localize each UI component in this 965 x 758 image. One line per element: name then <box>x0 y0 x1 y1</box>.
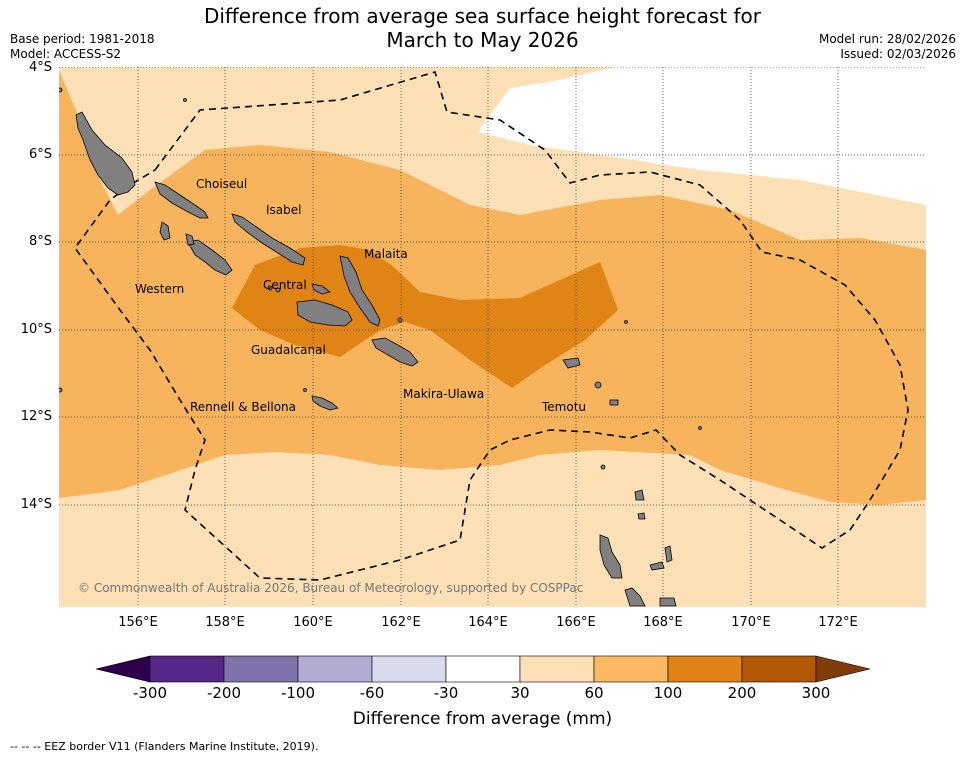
eez-border <box>74 71 909 581</box>
colorbar-tick: -60 <box>359 684 385 702</box>
island-makira <box>371 337 419 367</box>
label-rennell-bellona: Rennell & Bellona <box>190 400 296 414</box>
contour-60-100 <box>59 70 926 505</box>
colorbar-tick: -100 <box>280 684 316 702</box>
lon-label-162e: 162°E <box>381 615 421 630</box>
title-line-2: March to May 2026 <box>386 28 579 52</box>
label-western: Western <box>135 282 184 296</box>
island-choiseul <box>154 181 209 219</box>
colorbar-bin-8 <box>667 655 743 683</box>
lon-label-172e: 172°E <box>818 615 858 630</box>
title-line-1: Difference from average sea surface heig… <box>203 4 762 28</box>
island-vanuatu-3 <box>649 561 665 571</box>
lat-label-6s: 6°S <box>28 147 52 162</box>
lon-label-160e: 160°E <box>293 615 333 630</box>
label-guadalcanal: Guadalcanal <box>251 343 326 357</box>
colorbar-tick: -300 <box>132 684 168 702</box>
colorbar-tick: 30 <box>510 684 530 702</box>
label-choiseul: Choiseul <box>196 177 247 191</box>
colorbar-tick: 300 <box>801 684 831 702</box>
eez-footnote: -- -- -- EEZ border V11 (Flanders Marine… <box>10 740 319 753</box>
model-run: Model run: 28/02/2026 <box>818 32 956 46</box>
lon-label-164e: 164°E <box>468 615 508 630</box>
island-vella <box>159 221 171 241</box>
island-vanuatu-4 <box>664 545 673 563</box>
colorbar-bin-7 <box>593 655 669 683</box>
land-masses <box>59 87 702 607</box>
island-isabel <box>231 213 306 266</box>
colorbar-tick: -200 <box>206 684 242 702</box>
colorbar-bin-6 <box>519 655 595 683</box>
colorbar-tick: 200 <box>727 684 757 702</box>
label-temotu: Temotu <box>541 400 586 414</box>
island-vanuatu-2 <box>624 587 646 607</box>
island-new-georgia <box>187 239 233 276</box>
island-vanuatu-5 <box>659 597 677 607</box>
lon-label-156e: 156°E <box>118 615 158 630</box>
island-temotu-1 <box>562 357 581 369</box>
graticule <box>59 67 926 607</box>
island-vanuatu-7 <box>637 512 646 520</box>
map-copyright: © Commonwealth of Australia 2026, Bureau… <box>78 581 583 595</box>
colorbar-label: Difference from average (mm) <box>352 709 613 729</box>
lon-label-166e: 166°E <box>556 615 596 630</box>
meta-right: Model run: 28/02/2026 Issued: 02/03/2026 <box>819 32 956 62</box>
label-malaita: Malaita <box>364 247 408 261</box>
island-rennell <box>311 395 339 411</box>
island-guadalcanal <box>296 299 353 327</box>
issued-date: Issued: 02/03/2026 <box>840 47 956 61</box>
province-labels: Choiseul Isabel Malaita Western Central … <box>135 177 586 414</box>
colorbar-bin-2 <box>223 655 299 683</box>
lat-label-4s: 4°S <box>28 60 52 75</box>
lat-label-12s: 12°S <box>20 409 52 424</box>
lon-label-170e: 170°E <box>731 615 771 630</box>
base-period: Base period: 1981-2018 <box>10 32 155 46</box>
lat-label-14s: 14°S <box>20 497 52 512</box>
colorbar <box>95 655 871 683</box>
island-vanuatu-1 <box>599 534 623 579</box>
label-makira-ulawa: Makira-Ulawa <box>403 387 484 401</box>
meta-left: Base period: 1981-2018 Model: ACCESS-S2 <box>10 32 155 62</box>
colorbar-bin-3 <box>297 655 373 683</box>
colorbar-bin-1 <box>149 655 225 683</box>
island-temotu-2 <box>609 399 619 406</box>
island-vanuatu-6 <box>634 489 645 501</box>
colorbar-tick: -30 <box>433 684 459 702</box>
colorbar-bin-4 <box>371 655 447 683</box>
colorbar-bin-5 <box>445 655 521 683</box>
lat-label-8s: 8°S <box>28 234 52 249</box>
colorbar-extend-high <box>815 655 871 683</box>
colorbar-tick: 60 <box>584 684 604 702</box>
label-central: Central <box>263 278 307 292</box>
island-malaita <box>339 255 381 327</box>
map-title: Difference from average sea surface heig… <box>0 4 965 52</box>
island-ranongga <box>185 233 195 246</box>
lon-label-158e: 158°E <box>205 615 245 630</box>
lon-label-168e: 168°E <box>643 615 683 630</box>
model-name: Model: ACCESS-S2 <box>10 47 122 61</box>
colorbar-tick: 100 <box>653 684 683 702</box>
colorbar-bin-9 <box>741 655 817 683</box>
island-florida <box>311 283 331 295</box>
label-isabel: Isabel <box>266 203 301 217</box>
colorbar-extend-low <box>95 655 151 683</box>
contour-100-200 <box>232 245 618 388</box>
lat-label-10s: 10°S <box>20 322 52 337</box>
island-bougainville <box>75 111 136 196</box>
